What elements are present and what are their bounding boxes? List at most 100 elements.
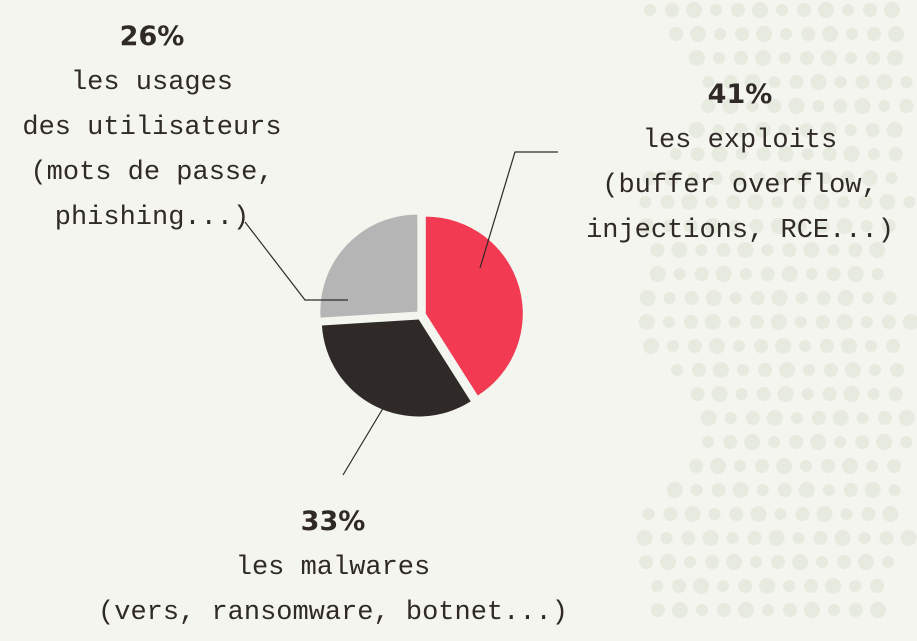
dot <box>688 339 702 353</box>
dot <box>820 339 834 353</box>
dot <box>705 555 719 569</box>
dot <box>640 290 656 306</box>
dot <box>706 290 722 306</box>
value-label: 41% <box>708 79 773 110</box>
dot <box>730 292 742 304</box>
slice-label: les exploits <box>643 126 837 156</box>
dot <box>795 507 809 521</box>
dot <box>870 579 884 593</box>
dot <box>758 363 772 377</box>
dot <box>837 555 851 569</box>
dot <box>845 362 861 378</box>
dot <box>660 554 676 570</box>
dot <box>817 291 831 305</box>
dot <box>712 483 726 497</box>
dot <box>682 531 696 545</box>
dot <box>900 436 912 448</box>
dot <box>725 412 737 424</box>
dot <box>685 291 699 305</box>
dot <box>761 267 775 281</box>
dot <box>842 458 858 474</box>
dot <box>767 410 783 426</box>
dot <box>684 506 700 522</box>
dot <box>861 507 875 521</box>
dot <box>651 603 665 617</box>
dot <box>772 290 788 306</box>
dot <box>692 363 706 377</box>
dot <box>849 603 863 617</box>
dot <box>862 292 874 304</box>
dot <box>823 387 837 401</box>
dot <box>903 196 915 208</box>
dot <box>684 556 696 568</box>
dot <box>778 386 794 402</box>
dot <box>691 387 705 401</box>
dot <box>783 580 795 592</box>
dot <box>693 578 709 594</box>
dot <box>674 268 686 280</box>
dot <box>775 338 791 354</box>
dot <box>868 388 880 400</box>
dot <box>814 531 828 545</box>
dot <box>804 579 818 593</box>
dot <box>844 483 858 497</box>
dot <box>884 2 900 18</box>
dot <box>806 268 818 280</box>
dot <box>723 435 737 449</box>
dot <box>822 26 838 42</box>
dot <box>858 554 874 570</box>
dot <box>833 99 847 113</box>
dot <box>734 460 746 472</box>
dot <box>882 556 894 568</box>
dot <box>737 364 749 376</box>
dot <box>713 362 729 378</box>
dot <box>671 364 683 376</box>
dot <box>866 51 880 65</box>
dot <box>868 148 880 160</box>
dot <box>878 100 890 112</box>
dot <box>861 316 873 328</box>
dot <box>755 459 769 473</box>
dot <box>899 410 915 426</box>
dot <box>818 2 834 18</box>
dot <box>848 266 864 282</box>
dot <box>713 52 725 64</box>
dot <box>714 28 726 40</box>
dot <box>650 266 666 282</box>
dot <box>845 124 857 136</box>
dot <box>800 460 812 472</box>
dot <box>883 291 897 305</box>
dot <box>889 387 903 401</box>
dot <box>886 339 900 353</box>
dot <box>757 387 771 401</box>
slice-label: phishing...) <box>55 203 249 233</box>
dot <box>863 3 877 17</box>
dot <box>821 50 837 66</box>
dot <box>869 364 881 376</box>
dot <box>756 26 772 42</box>
dot <box>729 316 741 328</box>
dot <box>667 482 683 498</box>
pie-slice <box>320 215 417 318</box>
dot <box>642 508 654 520</box>
dot <box>828 604 840 616</box>
dot <box>705 314 721 330</box>
dot <box>833 410 849 426</box>
dot <box>708 508 720 520</box>
dot <box>752 2 768 18</box>
dot <box>664 292 676 304</box>
dot <box>865 340 877 352</box>
dot <box>890 363 904 377</box>
dot <box>757 484 769 496</box>
pie <box>320 215 522 417</box>
dot <box>771 555 785 569</box>
dot <box>726 554 742 570</box>
slice-label: (mots de passe, <box>30 158 273 188</box>
dot <box>735 27 749 41</box>
value-label: 33% <box>301 506 366 537</box>
dot <box>835 530 851 546</box>
dot <box>825 578 841 594</box>
dot <box>887 459 901 473</box>
dot <box>768 436 780 448</box>
dot <box>762 604 774 616</box>
